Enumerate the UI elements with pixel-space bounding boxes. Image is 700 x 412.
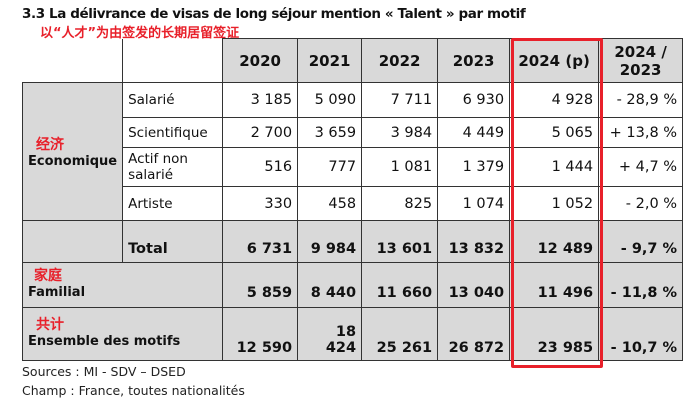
- cell: 9 984: [297, 220, 363, 263]
- economique-label: 经济 Economique: [21, 82, 124, 221]
- ensemble-row: 共计 Ensemble des motifs 12 590 18 424 25 2…: [21, 307, 684, 361]
- cell: 3 984: [361, 117, 439, 148]
- cell: 7 711: [361, 82, 439, 118]
- familial-row: 家庭 Familial 5 859 8 440 11 660 13 040 11 …: [21, 262, 684, 308]
- cell: 458: [297, 186, 363, 221]
- cell: 3 659: [297, 117, 363, 148]
- col-2021: 2021: [297, 38, 363, 83]
- cell: - 11,8 %: [598, 262, 684, 308]
- cell: 1 081: [361, 147, 439, 187]
- header-row: 2020 2021 2022 2023 2024 (p) 2024 / 2023: [22, 38, 684, 83]
- cell: 3 185: [222, 82, 299, 118]
- cell: - 28,9 %: [598, 82, 684, 118]
- cell: 1 444: [509, 147, 600, 187]
- cell: 1 052: [509, 186, 600, 221]
- row-label: Salarié: [122, 82, 224, 118]
- cell: 11 496: [509, 262, 600, 308]
- highlight-box-2024: [511, 38, 603, 368]
- cell: 13 832: [437, 220, 511, 263]
- cell: 1 074: [437, 186, 511, 221]
- table-row: 经济 Economique Salarié 3 185 5 090 7 711 6…: [21, 82, 684, 221]
- col-2020: 2020: [222, 38, 299, 83]
- total-row: Total 6 731 9 984 13 601 13 832 12 489 -…: [21, 220, 684, 263]
- cell: 4 928: [509, 82, 600, 118]
- row-label: Scientifique: [122, 117, 224, 148]
- cell: 11 660: [361, 262, 439, 308]
- cell: 5 065: [509, 117, 600, 148]
- cell: 330: [222, 186, 299, 221]
- table-title: 3.3 La délivrance de visas de long séjou…: [22, 6, 526, 22]
- cell: 825: [361, 186, 439, 221]
- cell: 12 590: [222, 307, 299, 361]
- cell: 516: [222, 147, 299, 187]
- cell: 6 930: [437, 82, 511, 118]
- table-row: Scientifique 2 700 3 659 3 984 4 449 5 0…: [23, 117, 684, 148]
- cell: 5 859: [222, 262, 299, 308]
- row-label: Artiste: [122, 186, 224, 221]
- col-2024: 2024 (p): [509, 38, 600, 83]
- col-2023: 2023: [437, 38, 511, 83]
- col-2022: 2022: [361, 38, 439, 83]
- cell: 1 379: [437, 147, 511, 187]
- blank-header: [22, 38, 124, 83]
- cell: 25 261: [361, 307, 439, 361]
- cell: 777: [297, 147, 363, 187]
- table-row: Artiste 330 458 825 1 074 1 052 - 2,0 %: [23, 186, 684, 221]
- cell: 2 700: [222, 117, 299, 148]
- cell: 13 040: [437, 262, 511, 308]
- cell: 18 424: [297, 307, 363, 361]
- cell: - 2,0 %: [598, 186, 684, 221]
- cell: 6 731: [222, 220, 299, 263]
- cell: 26 872: [437, 307, 511, 361]
- scope-note: Champ : France, toutes nationalités: [22, 383, 245, 398]
- blank-header: [122, 38, 224, 83]
- cell: 5 090: [297, 82, 363, 118]
- cell: 12 489: [509, 220, 600, 263]
- ensemble-label: 共计 Ensemble des motifs: [21, 307, 224, 361]
- row-label: Total: [122, 220, 224, 263]
- chinese-subtitle: 以“人才”为由签发的长期居留签证: [40, 26, 240, 41]
- cell: + 13,8 %: [598, 117, 684, 148]
- sources-note: Sources : MI - SDV – DSED: [22, 364, 186, 379]
- row-label: Actif non salarié: [122, 147, 224, 187]
- col-ratio: 2024 / 2023: [598, 38, 684, 83]
- blank-cell: [21, 220, 124, 263]
- cell: 8 440: [297, 262, 363, 308]
- familial-label: 家庭 Familial: [21, 262, 224, 308]
- cell: 13 601: [361, 220, 439, 263]
- table-row: Actif non salarié 516 777 1 081 1 379 1 …: [23, 147, 684, 187]
- visa-table: 2020 2021 2022 2023 2024 (p) 2024 / 2023…: [21, 38, 684, 361]
- cell: - 10,7 %: [598, 307, 684, 361]
- cell: + 4,7 %: [598, 147, 684, 187]
- cell: 4 449: [437, 117, 511, 148]
- cell: - 9,7 %: [598, 220, 684, 263]
